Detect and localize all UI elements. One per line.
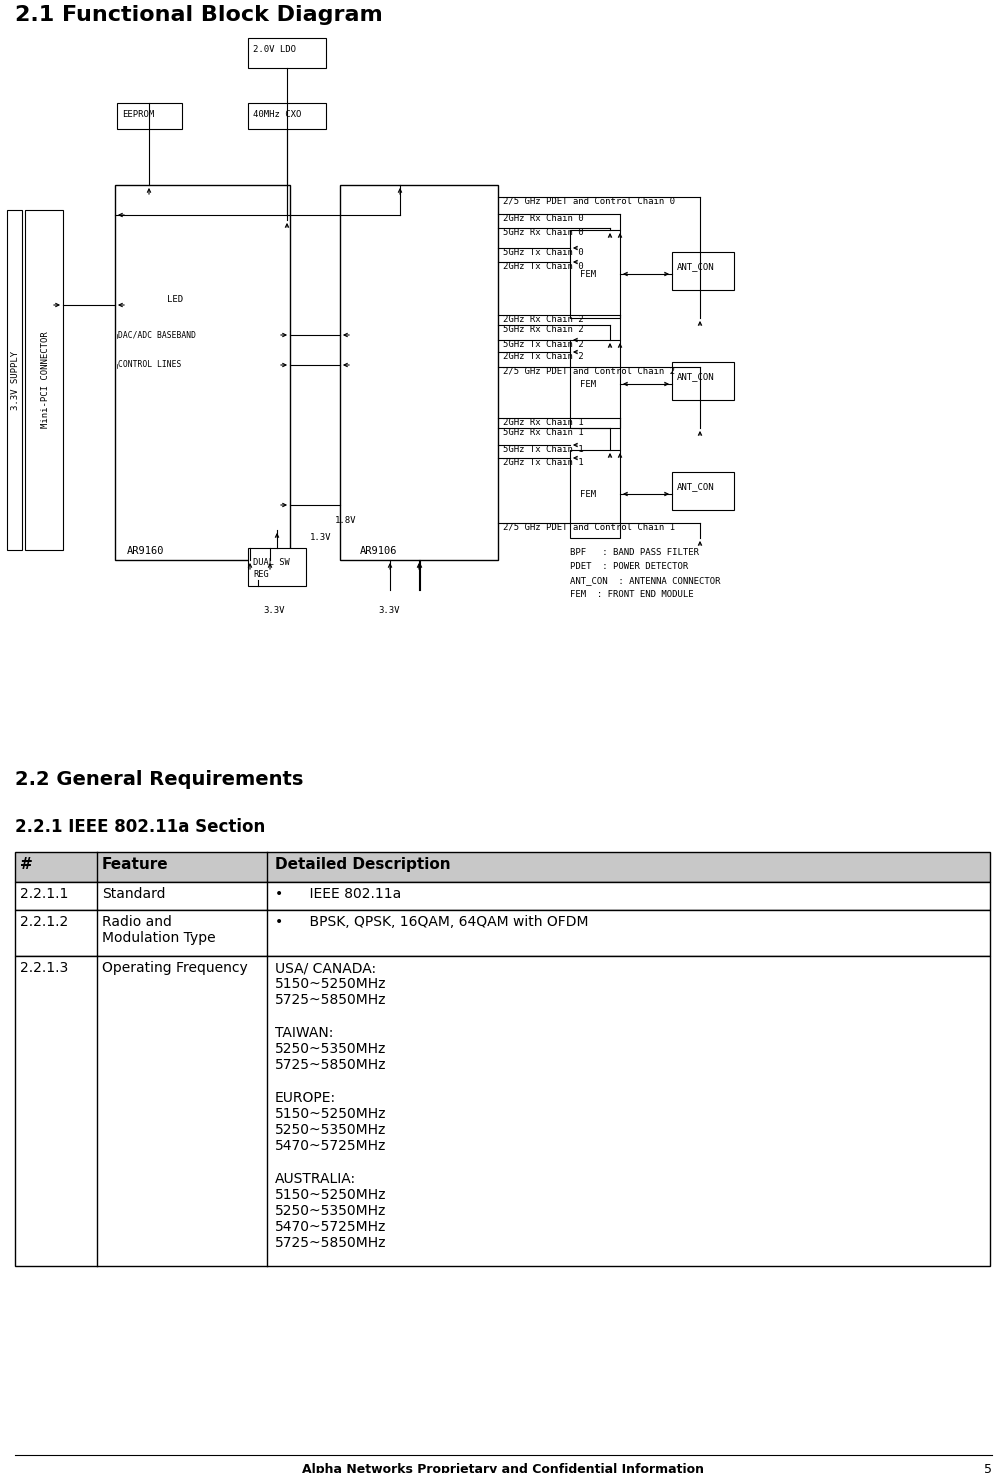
- Text: ANT_CON  : ANTENNA CONNECTOR: ANT_CON : ANTENNA CONNECTOR: [570, 576, 720, 585]
- Text: 2GHz Tx Chain 2: 2GHz Tx Chain 2: [504, 352, 584, 361]
- Text: LED: LED: [167, 295, 183, 303]
- Text: #: #: [20, 857, 33, 872]
- Text: ANT_CON: ANT_CON: [677, 482, 715, 491]
- Text: 2.2.1 IEEE 802.11a Section: 2.2.1 IEEE 802.11a Section: [15, 818, 265, 837]
- Text: 2.2.1.3: 2.2.1.3: [20, 960, 68, 975]
- Text: DAC/ADC BASEBAND: DAC/ADC BASEBAND: [118, 330, 196, 339]
- Bar: [672, 471, 734, 510]
- Text: 3.3V: 3.3V: [263, 605, 285, 616]
- Text: 2/5 GHz PDET and Control Chain 1: 2/5 GHz PDET and Control Chain 1: [504, 523, 675, 532]
- Bar: [570, 449, 620, 538]
- Text: REG: REG: [253, 570, 269, 579]
- Text: FEM: FEM: [580, 491, 596, 499]
- Bar: [672, 362, 734, 401]
- Bar: [248, 38, 326, 68]
- Text: Alpha Networks Proprietary and Confidential Information: Alpha Networks Proprietary and Confident…: [302, 1463, 704, 1473]
- Text: 2.1 Functional Block Diagram: 2.1 Functional Block Diagram: [15, 4, 383, 25]
- Text: Feature: Feature: [102, 857, 168, 872]
- Text: Operating Frequency: Operating Frequency: [102, 960, 248, 975]
- Text: USA/ CANADA:
5150~5250MHz
5725~5850MHz

TAIWAN:
5250~5350MHz
5725~5850MHz

EUROP: USA/ CANADA: 5150~5250MHz 5725~5850MHz T…: [275, 960, 387, 1251]
- Bar: [7, 211, 22, 549]
- Bar: [672, 252, 734, 290]
- Bar: [570, 340, 620, 429]
- Text: CONTROL LINES: CONTROL LINES: [118, 359, 181, 370]
- Text: EEPROM: EEPROM: [122, 110, 154, 119]
- Bar: [115, 186, 290, 560]
- Text: 5GHz Rx Chain 0: 5GHz Rx Chain 0: [504, 228, 584, 237]
- Text: 2.2.1.1: 2.2.1.1: [20, 887, 68, 901]
- Text: 2.0V LDO: 2.0V LDO: [253, 46, 296, 55]
- Text: 2GHz Tx Chain 1: 2GHz Tx Chain 1: [504, 458, 584, 467]
- Text: FEM  : FRONT END MODULE: FEM : FRONT END MODULE: [570, 591, 694, 600]
- Text: 2.2 General Requirements: 2.2 General Requirements: [15, 770, 303, 790]
- Text: 3.3V SUPPLY: 3.3V SUPPLY: [11, 351, 20, 409]
- Text: DUAL SW: DUAL SW: [253, 558, 290, 567]
- Text: 1.3V: 1.3V: [310, 533, 331, 542]
- Bar: [15, 956, 990, 1265]
- Text: FEM: FEM: [580, 270, 596, 278]
- Text: AR9106: AR9106: [359, 546, 398, 555]
- Bar: [248, 103, 326, 130]
- Text: •      BPSK, QPSK, 16QAM, 64QAM with OFDM: • BPSK, QPSK, 16QAM, 64QAM with OFDM: [275, 915, 588, 929]
- Text: 5: 5: [984, 1463, 992, 1473]
- Text: 2GHz Tx Chain 0: 2GHz Tx Chain 0: [504, 262, 584, 271]
- Text: 40MHz CXO: 40MHz CXO: [253, 110, 301, 119]
- Text: Mini-PCI CONNECTOR: Mini-PCI CONNECTOR: [41, 331, 50, 429]
- Text: Radio and
Modulation Type: Radio and Modulation Type: [102, 915, 215, 946]
- Bar: [117, 103, 182, 130]
- Text: FEM: FEM: [580, 380, 596, 389]
- Text: 2GHz Rx Chain 1: 2GHz Rx Chain 1: [504, 418, 584, 427]
- Bar: [15, 910, 990, 956]
- Text: 5GHz Tx Chain 1: 5GHz Tx Chain 1: [504, 445, 584, 454]
- Text: 2.2.1.2: 2.2.1.2: [20, 915, 68, 929]
- Text: 2/5 GHz PDET and Control Chain 0: 2/5 GHz PDET and Control Chain 0: [504, 197, 675, 206]
- Bar: [340, 186, 498, 560]
- Text: PDET  : POWER DETECTOR: PDET : POWER DETECTOR: [570, 563, 688, 572]
- Text: ANT_CON: ANT_CON: [677, 373, 715, 382]
- Text: Standard: Standard: [102, 887, 165, 901]
- Text: •      IEEE 802.11a: • IEEE 802.11a: [275, 887, 401, 901]
- Text: 5GHz Tx Chain 0: 5GHz Tx Chain 0: [504, 247, 584, 256]
- Text: 5GHz Rx Chain 1: 5GHz Rx Chain 1: [504, 429, 584, 437]
- Text: 3.3V: 3.3V: [378, 605, 400, 616]
- Bar: [25, 211, 63, 549]
- Text: 5GHz Tx Chain 2: 5GHz Tx Chain 2: [504, 340, 584, 349]
- Text: 2GHz Rx Chain 2: 2GHz Rx Chain 2: [504, 315, 584, 324]
- Text: BPF   : BAND PASS FILTER: BPF : BAND PASS FILTER: [570, 548, 699, 557]
- Text: 1.8V: 1.8V: [335, 516, 356, 524]
- Text: Detailed Description: Detailed Description: [275, 857, 450, 872]
- Text: AR9160: AR9160: [127, 546, 164, 555]
- Bar: [248, 548, 306, 586]
- Text: 2/5 GHz PDET and Control Chain 2: 2/5 GHz PDET and Control Chain 2: [504, 367, 675, 376]
- Bar: [15, 851, 990, 882]
- Bar: [15, 882, 990, 910]
- Text: 2GHz Rx Chain 0: 2GHz Rx Chain 0: [504, 214, 584, 222]
- Text: ANT_CON: ANT_CON: [677, 262, 715, 271]
- Bar: [570, 230, 620, 318]
- Text: 5GHz Rx Chain 2: 5GHz Rx Chain 2: [504, 326, 584, 334]
